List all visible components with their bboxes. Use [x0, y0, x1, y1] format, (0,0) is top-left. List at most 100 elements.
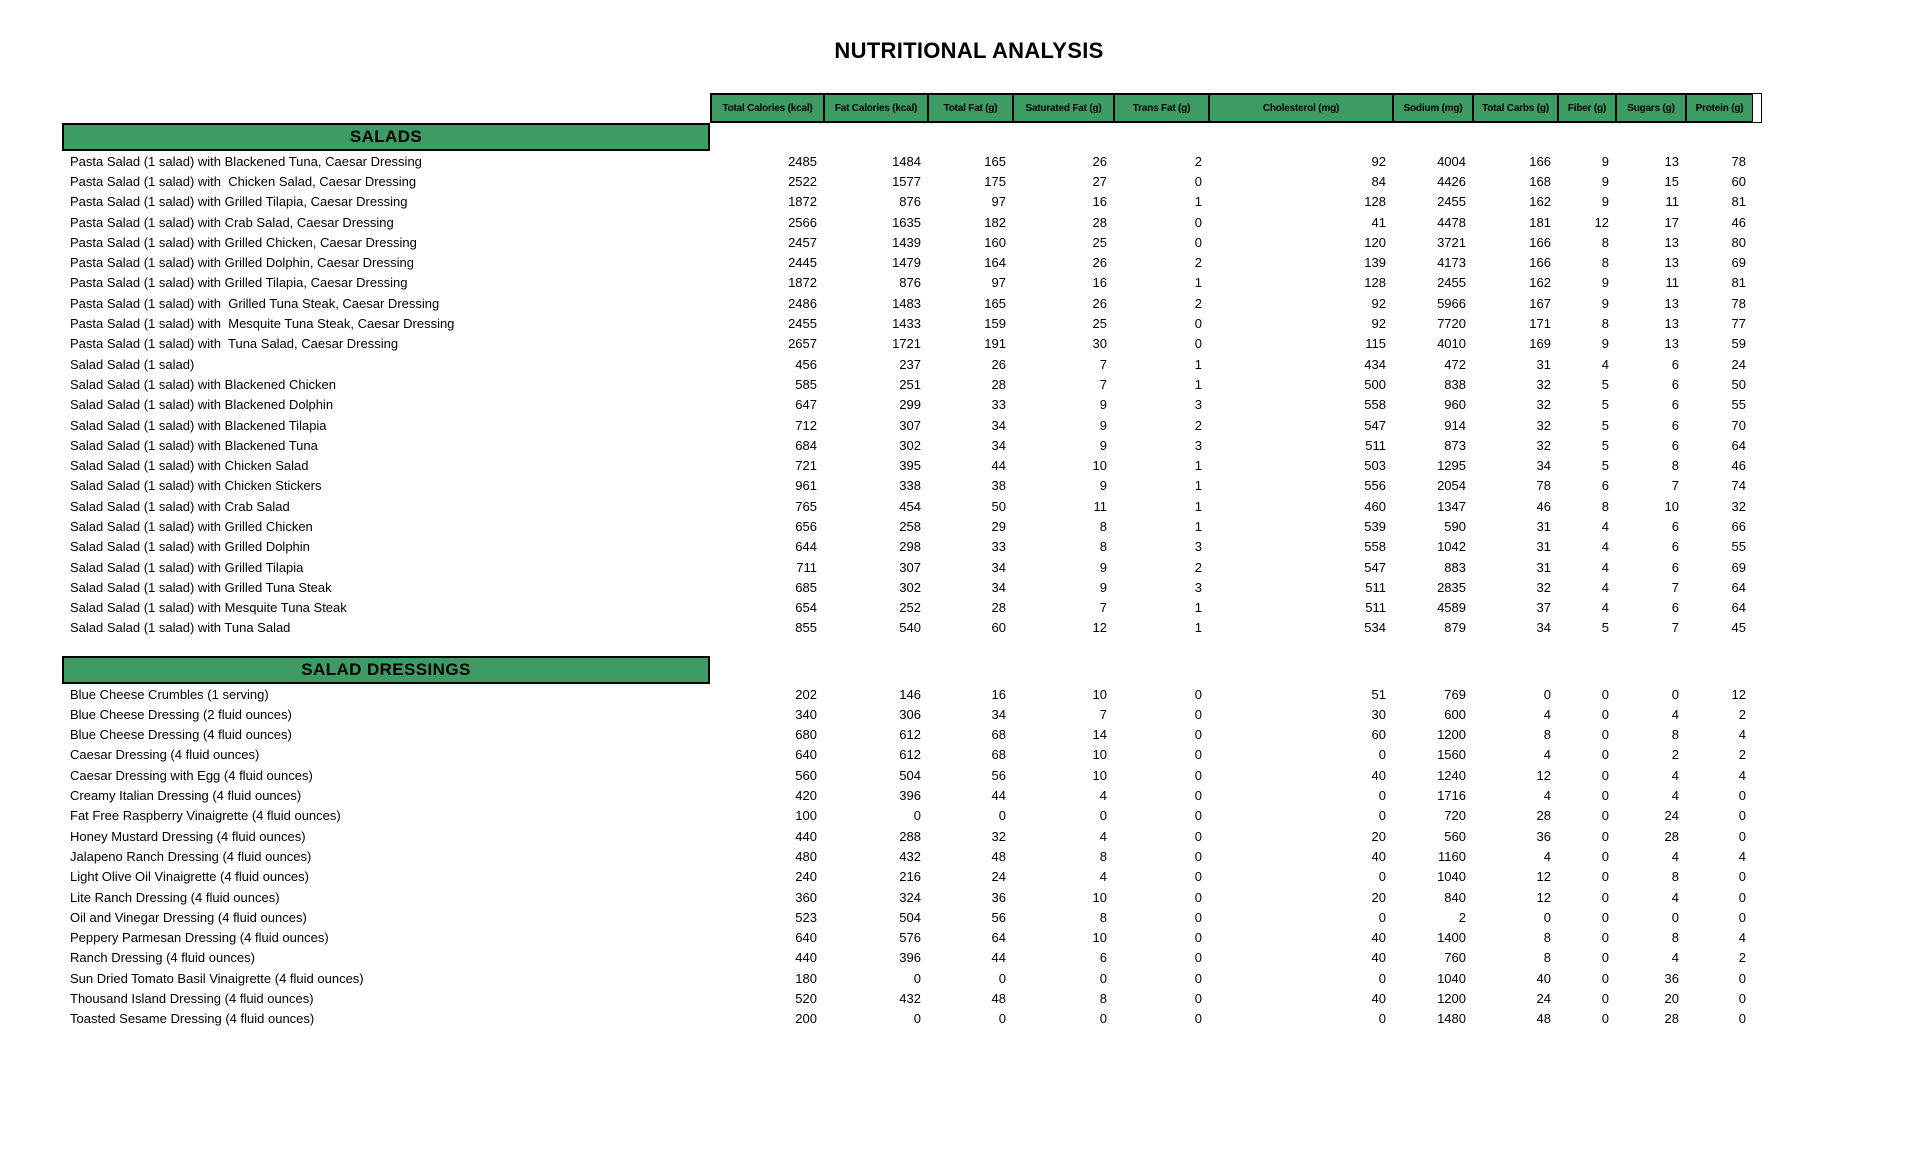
value-cell: 556: [1364, 478, 1386, 494]
column-header: Fiber (g): [1558, 94, 1616, 122]
value-cell: 0: [1194, 234, 1202, 250]
item-name: Honey Mustard Dressing (4 fluid ounces): [70, 828, 306, 844]
item-name: Pasta Salad (1 salad) with Chicken Salad…: [70, 173, 417, 189]
value-cell: 20: [1664, 991, 1679, 1007]
value-cell: 48: [991, 848, 1006, 864]
value-cell: 5: [1601, 437, 1609, 453]
table-row: Blue Cheese Dressing (4 fluid ounces) 680…: [62, 725, 1762, 745]
value-cell: 4: [1671, 788, 1679, 804]
value-cell: 4589: [1437, 600, 1466, 616]
value-cell: 838: [1444, 376, 1466, 392]
value-cell: 146: [899, 686, 921, 702]
value-cell: 2485: [788, 153, 817, 169]
value-cell: 40: [1371, 991, 1386, 1007]
table-row: Sun Dried Tomato Basil Vinaigrette (4 fl…: [62, 968, 1762, 988]
value-cell: 876: [899, 194, 921, 210]
value-cell: 8: [1543, 930, 1551, 946]
value-cell: 1635: [892, 214, 921, 230]
item-name: Pasta Salad (1 salad) with Mesquite Tuna…: [70, 316, 455, 332]
value-cell: 84: [1371, 173, 1386, 189]
value-cell: 1: [1194, 620, 1202, 636]
value-cell: 1721: [892, 336, 921, 352]
value-cell: 164: [984, 255, 1006, 271]
value-cell: 191: [984, 336, 1006, 352]
value-cell: 306: [899, 706, 921, 722]
value-cell: 2522: [788, 173, 817, 189]
value-cell: 78: [1731, 153, 1746, 169]
value-cell: 30: [1371, 706, 1386, 722]
value-cell: 654: [795, 600, 817, 616]
value-cell: 914: [1444, 417, 1466, 433]
value-cell: 1872: [788, 194, 817, 210]
value-cell: 520: [795, 991, 817, 1007]
value-cell: 360: [795, 889, 817, 905]
value-cell: 7: [1099, 376, 1107, 392]
value-cell: 302: [899, 437, 921, 453]
value-cell: 720: [1444, 808, 1466, 824]
value-cell: 33: [991, 397, 1006, 413]
value-cell: 60: [1731, 173, 1746, 189]
value-cell: 38: [991, 478, 1006, 494]
table-row: Caesar Dressing with Egg (4 fluid ounces…: [62, 765, 1762, 785]
value-cell: 8: [1601, 234, 1609, 250]
value-cell: 4: [1671, 848, 1679, 864]
value-cell: 4478: [1437, 214, 1466, 230]
value-cell: 33: [991, 539, 1006, 555]
value-cell: 12: [1536, 767, 1551, 783]
value-cell: 251: [899, 376, 921, 392]
value-cell: 4426: [1437, 173, 1466, 189]
value-cell: 0: [913, 808, 921, 824]
value-cell: 0: [1738, 1011, 1746, 1027]
value-cell: 9: [1601, 153, 1609, 169]
item-name: Salad Salad (1 salad) with Grilled Tilap…: [70, 559, 304, 575]
value-cell: 8: [1543, 727, 1551, 743]
value-cell: 590: [1444, 518, 1466, 534]
value-cell: 6: [1671, 437, 1679, 453]
item-name: Peppery Parmesan Dressing (4 fluid ounce…: [70, 930, 329, 946]
value-cell: 1716: [1437, 788, 1466, 804]
value-cell: 162: [1529, 275, 1551, 291]
value-cell: 0: [1738, 970, 1746, 986]
value-cell: 1560: [1437, 747, 1466, 763]
value-cell: 48: [1536, 1011, 1551, 1027]
value-cell: 182: [984, 214, 1006, 230]
table-row: Salad Salad (1 salad) with Chicken Salad…: [62, 455, 1762, 475]
value-cell: 59: [1731, 336, 1746, 352]
item-name: Salad Salad (1 salad) with Mesquite Tuna…: [70, 600, 347, 616]
value-cell: 51: [1371, 686, 1386, 702]
value-cell: 338: [899, 478, 921, 494]
value-cell: 1484: [892, 153, 921, 169]
value-cell: 640: [795, 930, 817, 946]
value-cell: 78: [1536, 478, 1551, 494]
value-cell: 216: [899, 869, 921, 885]
item-name: Salad Salad (1 salad) with Blackened Til…: [70, 417, 327, 433]
value-cell: 10: [1664, 498, 1679, 514]
value-cell: 56: [991, 767, 1006, 783]
value-cell: 511: [1365, 600, 1386, 616]
value-cell: 585: [795, 376, 817, 392]
value-cell: 298: [899, 539, 921, 555]
value-cell: 685: [795, 579, 817, 595]
value-cell: 0: [1194, 727, 1202, 743]
value-cell: 7720: [1437, 316, 1466, 332]
value-cell: 3: [1194, 397, 1202, 413]
value-cell: 34: [1536, 458, 1551, 474]
column-header: Saturated Fat (g): [1013, 94, 1114, 122]
value-cell: 1200: [1437, 991, 1466, 1007]
value-cell: 24: [1731, 356, 1746, 372]
value-cell: 64: [1731, 437, 1746, 453]
item-name: Blue Cheese Crumbles (1 serving): [70, 686, 269, 702]
value-cell: 472: [1444, 356, 1466, 372]
table-header-row: Total Calories (kcal) Fat Calories (kcal)…: [710, 93, 1762, 123]
value-cell: 10: [1092, 458, 1107, 474]
value-cell: 7: [1671, 620, 1679, 636]
value-cell: 0: [1194, 706, 1202, 722]
column-header: Total Calories (kcal): [711, 94, 824, 122]
value-cell: 460: [1364, 498, 1386, 514]
value-cell: 0: [1099, 970, 1107, 986]
value-cell: 9: [1099, 478, 1107, 494]
value-cell: 5: [1601, 620, 1609, 636]
table-row: Pasta Salad (1 salad) with Blackened Tun…: [62, 151, 1762, 171]
value-cell: 28: [1092, 214, 1107, 230]
value-cell: 34: [991, 579, 1006, 595]
